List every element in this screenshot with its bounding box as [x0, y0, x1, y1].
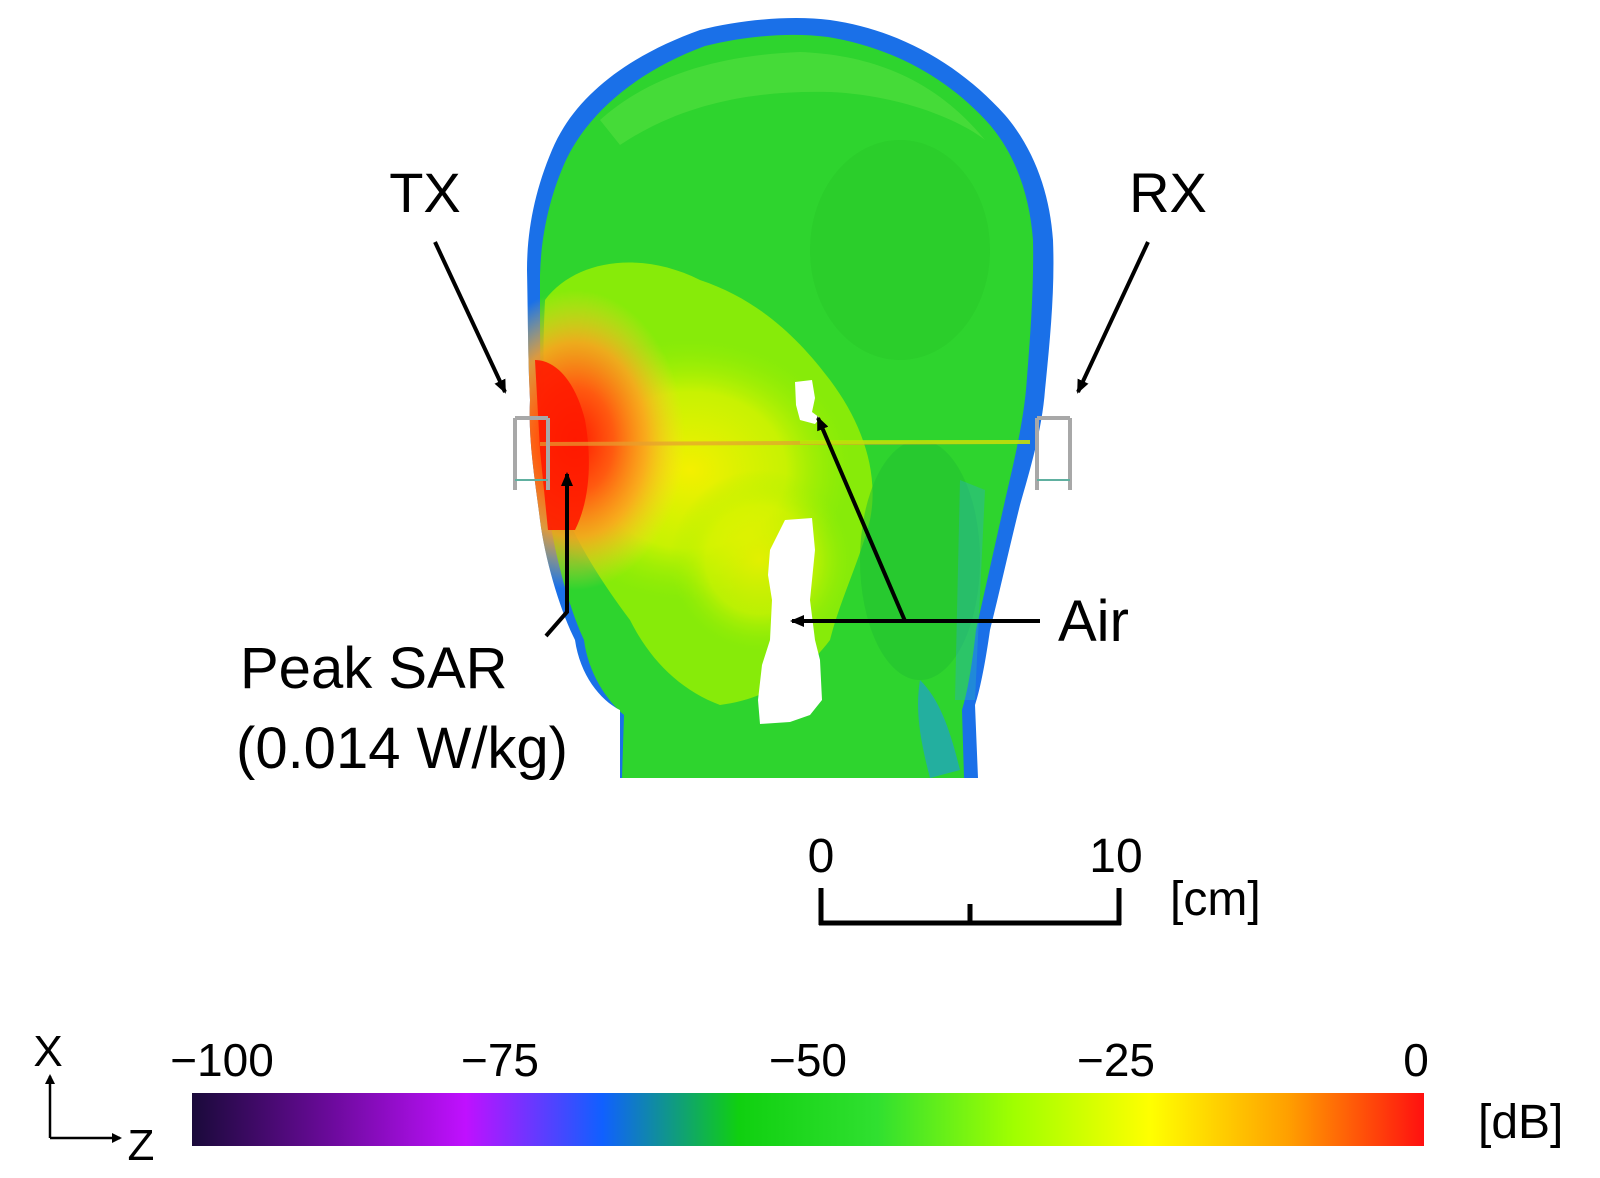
scale-bar-start-label: 0 — [808, 830, 835, 883]
rx-label: RX — [1129, 161, 1207, 224]
colorbar-rect — [192, 1093, 1424, 1146]
scale-bar-end-label: 10 — [1089, 830, 1142, 883]
colorbar-ticks: −100 −75 −50 −25 0 — [170, 1034, 1429, 1086]
colorbar-tick-label: −100 — [170, 1034, 274, 1086]
axis-x-label: X — [33, 1027, 62, 1076]
tx-arrow — [433, 241, 507, 394]
tx-antenna — [513, 416, 550, 490]
air-label: Air — [1058, 589, 1129, 654]
peak-sar-value: (0.014 W/kg) — [236, 716, 568, 781]
axis-z-label: Z — [128, 1121, 155, 1170]
air-arrow-diagonal — [816, 416, 907, 622]
colorbar: −100 −75 −50 −25 0 [dB] — [170, 1034, 1563, 1149]
peak-sar-arrow — [544, 472, 573, 638]
rx-arrow — [1076, 241, 1150, 394]
peak-sar-label: Peak SAR — [240, 636, 508, 701]
tx-label: TX — [389, 161, 461, 224]
head-sar-map — [527, 18, 1054, 779]
scale-bar: 0 10 [cm] — [808, 830, 1261, 926]
air-cavity-upper — [795, 380, 820, 424]
scale-bar-unit: [cm] — [1170, 873, 1261, 926]
rx-antenna — [1035, 416, 1072, 490]
colorbar-tick-label: −25 — [1077, 1034, 1155, 1086]
colorbar-tick-label: −75 — [461, 1034, 539, 1086]
colorbar-tick-label: 0 — [1403, 1034, 1429, 1086]
axis-indicator: X Z — [33, 1027, 154, 1170]
colorbar-tick-label: −50 — [769, 1034, 847, 1086]
colorbar-unit: [dB] — [1478, 1096, 1563, 1149]
